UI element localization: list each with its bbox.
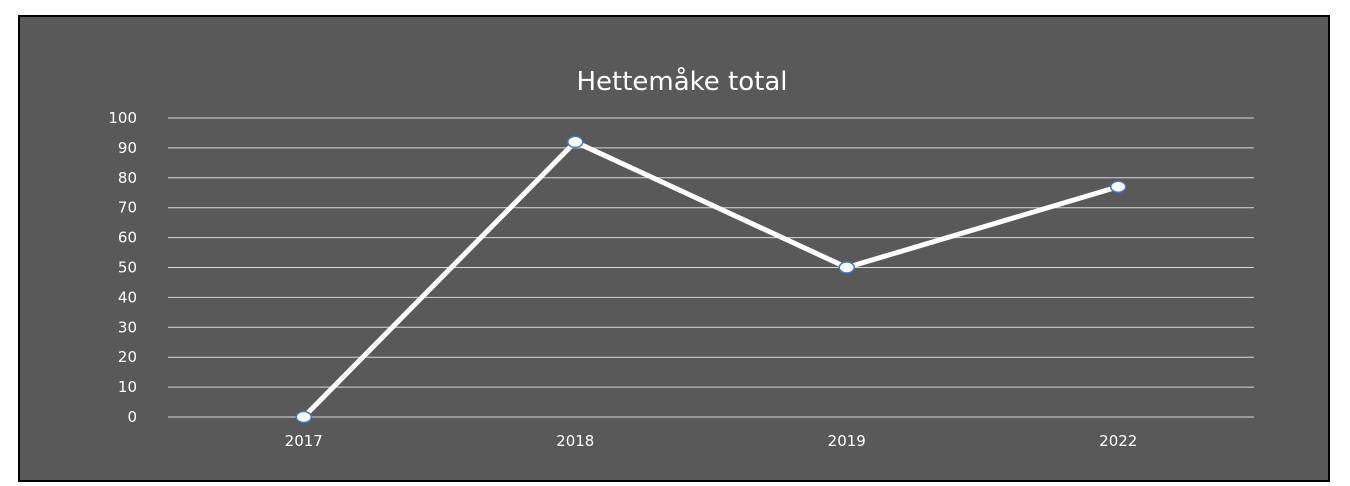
y-tick-label: 30	[118, 318, 137, 336]
x-tick-label: 2018	[556, 432, 594, 450]
chart-title: Hettemåke total	[576, 66, 787, 97]
gridlines	[168, 117, 1254, 418]
x-tick-label: 2017	[285, 432, 323, 450]
data-point	[567, 135, 584, 149]
y-tick-label: 100	[108, 109, 137, 127]
y-tick-label: 40	[118, 288, 137, 306]
data-point	[838, 261, 855, 274]
chart-frame: Hettemåke total 0 10 20 30 40 50 60 70 80 90 100 2…	[18, 15, 1330, 482]
x-axis-tick-labels: 2017 2018 2019 2022	[285, 432, 1138, 450]
y-tick-label: 80	[118, 169, 137, 187]
x-tick-label: 2019	[828, 432, 866, 450]
y-tick-label: 90	[118, 139, 137, 157]
y-tick-label: 10	[118, 378, 137, 396]
y-tick-label: 0	[127, 408, 137, 426]
y-tick-label: 70	[118, 199, 137, 217]
series-layer	[295, 135, 1127, 424]
data-point	[1110, 180, 1127, 194]
y-tick-label: 50	[118, 259, 137, 277]
series-line	[301, 138, 1119, 419]
y-axis-tick-labels: 0 10 20 30 40 50 60 70 80 90 100	[108, 109, 137, 426]
data-point	[295, 410, 312, 424]
line-chart: Hettemåke total 0 10 20 30 40 50 60 70 80 90 100 2…	[108, 66, 1254, 450]
y-tick-label: 60	[118, 229, 137, 247]
y-tick-label: 20	[118, 348, 137, 366]
x-tick-label: 2022	[1099, 432, 1137, 450]
